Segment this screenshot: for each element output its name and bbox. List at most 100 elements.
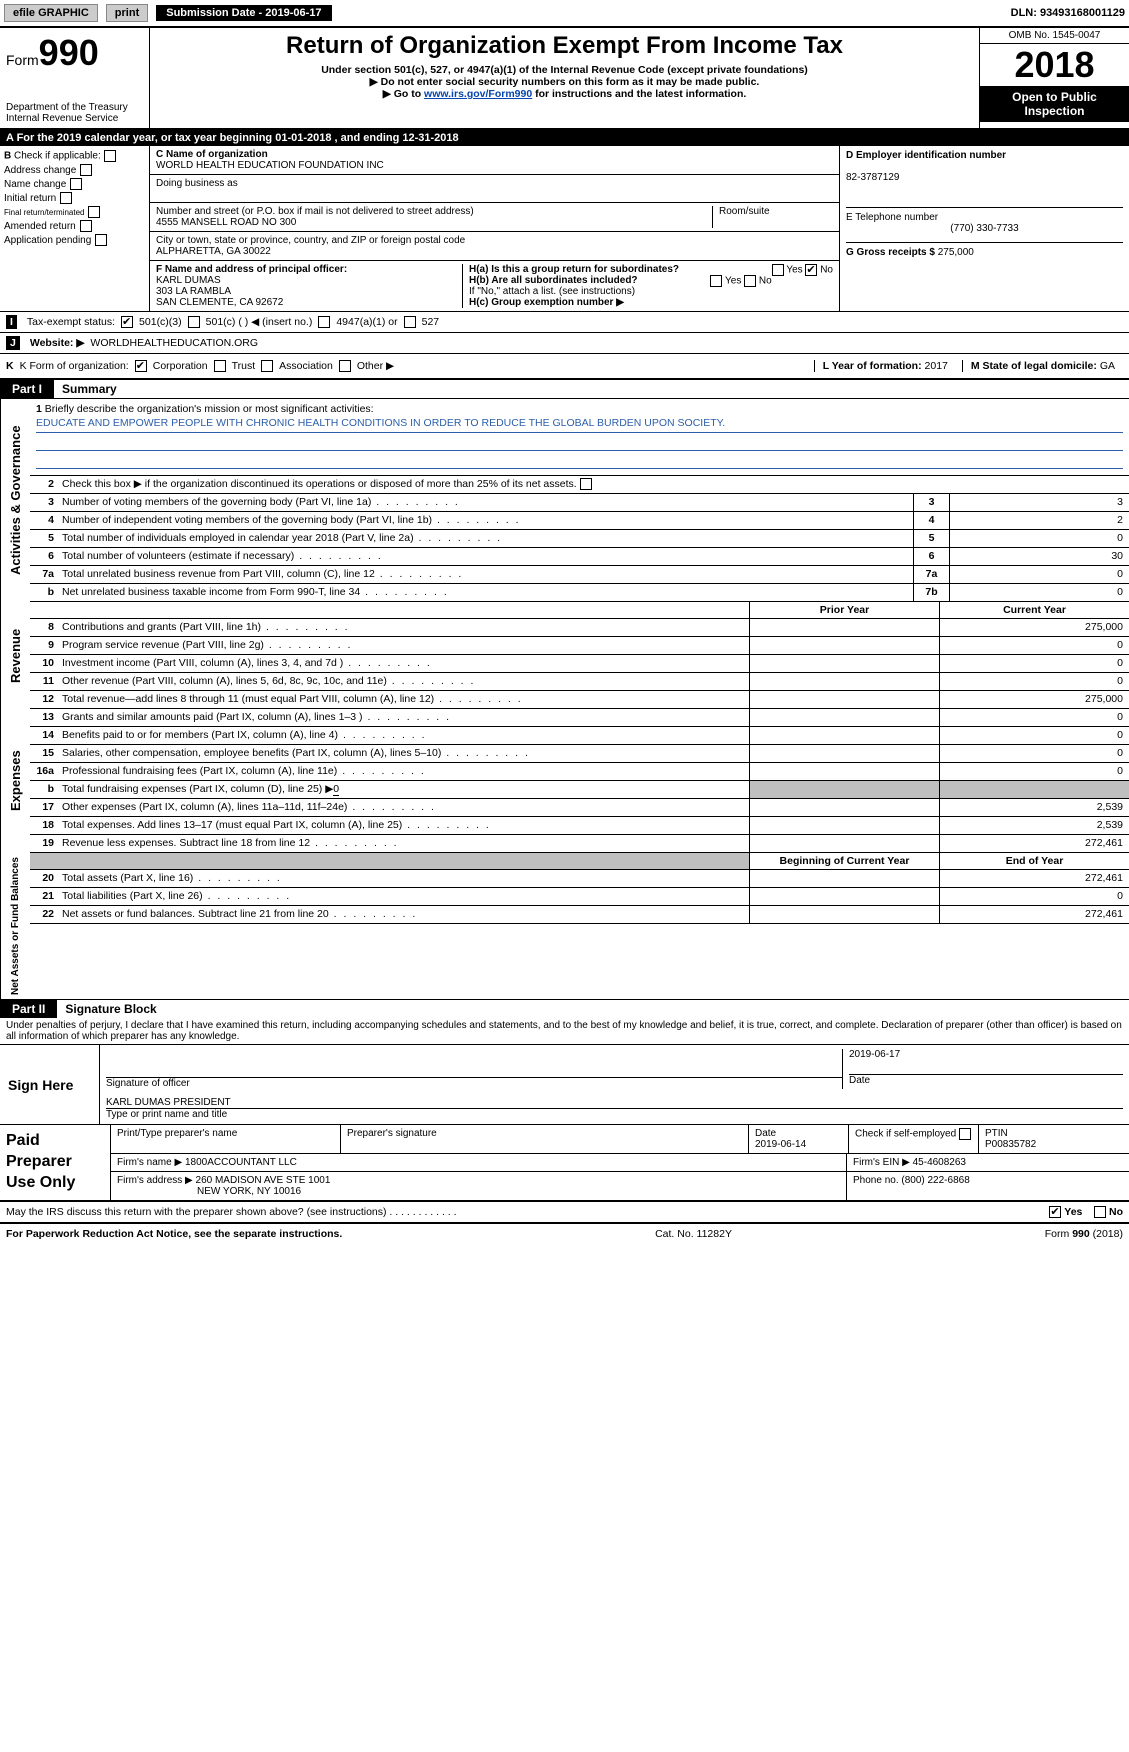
calendar-text-a: A For the 2019 calendar year, or tax yea… [6, 132, 275, 144]
room-suite: Room/suite [713, 206, 833, 228]
subtitle-2: ▶ Do not enter social security numbers o… [158, 76, 971, 88]
efile-button[interactable]: efile GRAPHIC [4, 4, 98, 22]
cell-officer-h: F Name and address of principal officer:… [150, 261, 839, 311]
prep-row-3: Firm's address ▶ 260 MADISON AVE STE 100… [110, 1172, 1129, 1200]
paid-preparer-row: Paid Preparer Use Only Print/Type prepar… [0, 1125, 1129, 1202]
opt-name-change: Name change [4, 179, 66, 190]
sign-here-row: Sign Here Signature of officer 2019-06-1… [0, 1045, 1129, 1125]
na-line-22: 22 Net assets or fund balances. Subtract… [30, 906, 1129, 924]
self-emp-label: Check if self-employed [855, 1129, 956, 1140]
yes-2: Yes [725, 276, 741, 287]
vlabel-revenue: Revenue [0, 602, 30, 709]
revenue-block: Revenue Prior Year Current Year 8 Contri… [0, 602, 1129, 709]
yes-1: Yes [786, 265, 802, 276]
line-16b-text: Total fundraising expenses (Part IX, col… [62, 783, 333, 795]
d-label: D Employer identification number [846, 150, 1006, 161]
na-line-20: 20 Total assets (Part X, line 16) 272,46… [30, 870, 1129, 888]
cb-name-change[interactable] [70, 178, 82, 190]
netassets-header: Beginning of Current Year End of Year [30, 853, 1129, 870]
col-d-e-g: D Employer identification number 82-3787… [839, 146, 1129, 311]
exp-line-19: 19 Revenue less expenses. Subtract line … [30, 835, 1129, 853]
cb-discuss-no[interactable] [1094, 1206, 1106, 1218]
firm-addr2: NEW YORK, NY 10016 [197, 1186, 301, 1197]
ha-yes[interactable] [772, 264, 784, 276]
cb-app-pending[interactable] [95, 234, 107, 246]
top-bar: efile GRAPHIC print Submission Date - 20… [0, 0, 1129, 28]
vlabel-governance: Activities & Governance [0, 399, 30, 602]
ha-no[interactable] [805, 264, 817, 276]
street-value: 4555 MANSELL ROAD NO 300 [156, 217, 296, 228]
prep-date-label: Date [755, 1128, 776, 1139]
hb-yes[interactable] [710, 275, 722, 287]
cb-501c3[interactable] [121, 316, 133, 328]
cb-other[interactable] [339, 360, 351, 372]
form-prefix: Form [6, 52, 39, 68]
print-button[interactable]: print [106, 4, 148, 22]
cb-527[interactable] [404, 316, 416, 328]
exp-line-14: 14 Benefits paid to or for members (Part… [30, 727, 1129, 745]
opt-app-pending: Application pending [4, 235, 91, 246]
firm-phone-label: Phone no. [853, 1175, 901, 1186]
cb-amended[interactable] [80, 220, 92, 232]
f-label: F Name and address of principal officer: [156, 264, 347, 275]
mission-block: 1 Briefly describe the organization's mi… [30, 399, 1129, 476]
cell-dba: Doing business as [150, 175, 839, 203]
h-block: H(a) Is this a group return for subordin… [463, 264, 833, 308]
discuss-q: May the IRS discuss this return with the… [6, 1206, 387, 1218]
bocy-hdr: Beginning of Current Year [749, 853, 939, 869]
firm-ein-label: Firm's EIN ▶ [853, 1157, 913, 1168]
cb-address-change[interactable] [80, 164, 92, 176]
cb-self-employed[interactable] [959, 1128, 971, 1140]
opt-initial-return: Initial return [4, 193, 56, 204]
submission-date: Submission Date - 2019-06-17 [156, 5, 331, 21]
end-date: 12-31-2018 [402, 132, 458, 144]
501c: 501(c) ( ) ◀ (insert no.) [206, 316, 313, 328]
mission-blank2 [36, 453, 1123, 469]
cb-discontinued[interactable] [580, 478, 592, 490]
officer-addr1: 303 LA RAMBLA [156, 286, 231, 297]
gov-line-4: 4 Number of independent voting members o… [30, 512, 1129, 530]
prep-name-label: Print/Type preparer's name [111, 1125, 341, 1153]
cell-org-name: C Name of organization WORLD HEALTH EDUC… [150, 146, 839, 175]
org-name: WORLD HEALTH EDUCATION FOUNDATION INC [156, 160, 384, 171]
cb-assoc[interactable] [261, 360, 273, 372]
col-b-checkboxes: B Check if applicable: Address change Na… [0, 146, 150, 311]
discuss-no: No [1109, 1206, 1123, 1218]
goto-prefix: ▶ Go to [383, 88, 424, 100]
submission-label: Submission Date - [166, 7, 265, 19]
current-year-hdr: Current Year [939, 602, 1129, 618]
prep-row-2: Firm's name ▶ 1800ACCOUNTANT LLC Firm's … [110, 1154, 1129, 1172]
hb-no[interactable] [744, 275, 756, 287]
cb-trust[interactable] [214, 360, 226, 372]
cb-4947[interactable] [318, 316, 330, 328]
street-label: Number and street (or P.O. box if mail i… [156, 206, 474, 217]
mission-text: EDUCATE AND EMPOWER PEOPLE WITH CHRONIC … [36, 417, 1123, 433]
phone-value: (770) 330-7733 [846, 223, 1123, 234]
gross-cell: G Gross receipts $ 275,000 [846, 247, 1123, 258]
sign-date: 2019-06-17 [849, 1049, 1123, 1060]
firm-ein: 45-4608263 [913, 1157, 966, 1168]
cb-discuss-yes[interactable] [1049, 1206, 1061, 1218]
cb-501c[interactable] [188, 316, 200, 328]
open-public: Open to Public Inspection [980, 86, 1129, 122]
checkbox-generic[interactable] [104, 150, 116, 162]
ha-label: H(a) Is this a group return for subordin… [469, 264, 679, 275]
dba-label: Doing business as [156, 178, 238, 189]
ptin-label: PTIN [985, 1128, 1008, 1139]
rev-line-9: 9 Program service revenue (Part VIII, li… [30, 637, 1129, 655]
other: Other ▶ [357, 360, 394, 372]
cb-initial-return[interactable] [60, 192, 72, 204]
501c3: 501(c)(3) [139, 316, 182, 328]
header-left: Form990 Department of the Treasury Inter… [0, 28, 150, 128]
prep-date: 2019-06-14 [755, 1139, 806, 1150]
sign-date-label: Date [849, 1074, 1123, 1086]
phone-cell: E Telephone number (770) 330-7733 [846, 212, 1123, 243]
line-16b-val: 0 [333, 783, 339, 796]
firm-name-label: Firm's name ▶ [117, 1157, 185, 1168]
irs-link[interactable]: www.irs.gov/Form990 [424, 88, 532, 100]
sign-here-label: Sign Here [0, 1045, 100, 1124]
cb-corp[interactable] [135, 360, 147, 372]
submission-value: 2019-06-17 [265, 7, 321, 19]
cb-final-return[interactable] [88, 206, 100, 218]
line2-text: Check this box ▶ if the organization dis… [62, 478, 577, 490]
